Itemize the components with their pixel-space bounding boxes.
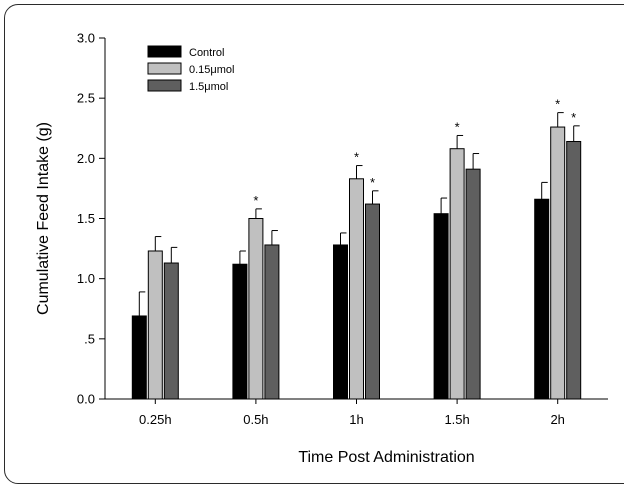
bar: [349, 178, 364, 400]
x-tick-label: 0.5h: [243, 412, 268, 427]
y-tick-label: 1.5: [77, 211, 95, 226]
x-axis-title: Time Post Administration: [298, 449, 474, 465]
bar: [232, 263, 248, 400]
significance-marker: *: [455, 119, 460, 134]
x-axis-ticks: 0.25h 0.5h 1h 1.5h 2h: [139, 399, 565, 427]
y-axis-title: Cumulative Feed Intake (g): [35, 122, 52, 315]
y-tick-label: 2.0: [77, 151, 95, 166]
significance-marker: *: [370, 175, 375, 190]
significance-marker: *: [555, 97, 560, 112]
y-tick-label: 1.0: [77, 271, 95, 286]
legend: Control 0.15μmol 1.5μmol: [147, 45, 234, 93]
bar: [248, 218, 264, 400]
bar: [433, 213, 449, 400]
y-tick-label: 3.0: [77, 31, 95, 46]
y-tick-label: 0.0: [77, 392, 95, 407]
y-tick-label: 2.5: [77, 91, 95, 106]
y-axis-ticks: 0.0 .5 1.0 1.5 2.0 2.5 3.0: [77, 31, 105, 407]
bar: [131, 315, 147, 400]
bar: [365, 203, 380, 400]
legend-swatch: [147, 45, 182, 58]
bar: [465, 168, 481, 400]
x-tick-label: 1.5h: [444, 412, 469, 427]
bar-chart: 0.0 .5 1.0 1.5 2.0 2.5 3.0 0.25h 0.5h 1h 1.5h 2h *…: [35, 31, 608, 465]
significance-marker: *: [253, 193, 258, 208]
bars: * * * * * *: [131, 97, 582, 400]
x-tick-label: 1h: [349, 412, 363, 427]
bar: [566, 140, 582, 400]
bar: [264, 244, 280, 400]
x-tick-label: 0.25h: [139, 412, 172, 427]
legend-label: 1.5μmol: [189, 81, 228, 93]
x-tick-label: 2h: [550, 412, 564, 427]
significance-marker: *: [571, 110, 576, 125]
y-tick-label: .5: [84, 331, 95, 346]
bar: [333, 244, 348, 400]
legend-label: 0.15μmol: [189, 64, 234, 76]
bar: [550, 126, 566, 400]
significance-marker: *: [354, 150, 359, 165]
legend-label: Control: [189, 47, 224, 59]
bar: [163, 262, 179, 400]
bar: [147, 250, 163, 400]
legend-swatch: [147, 79, 182, 92]
bar: [449, 148, 465, 400]
bar: [534, 198, 550, 400]
legend-swatch: [147, 62, 182, 75]
